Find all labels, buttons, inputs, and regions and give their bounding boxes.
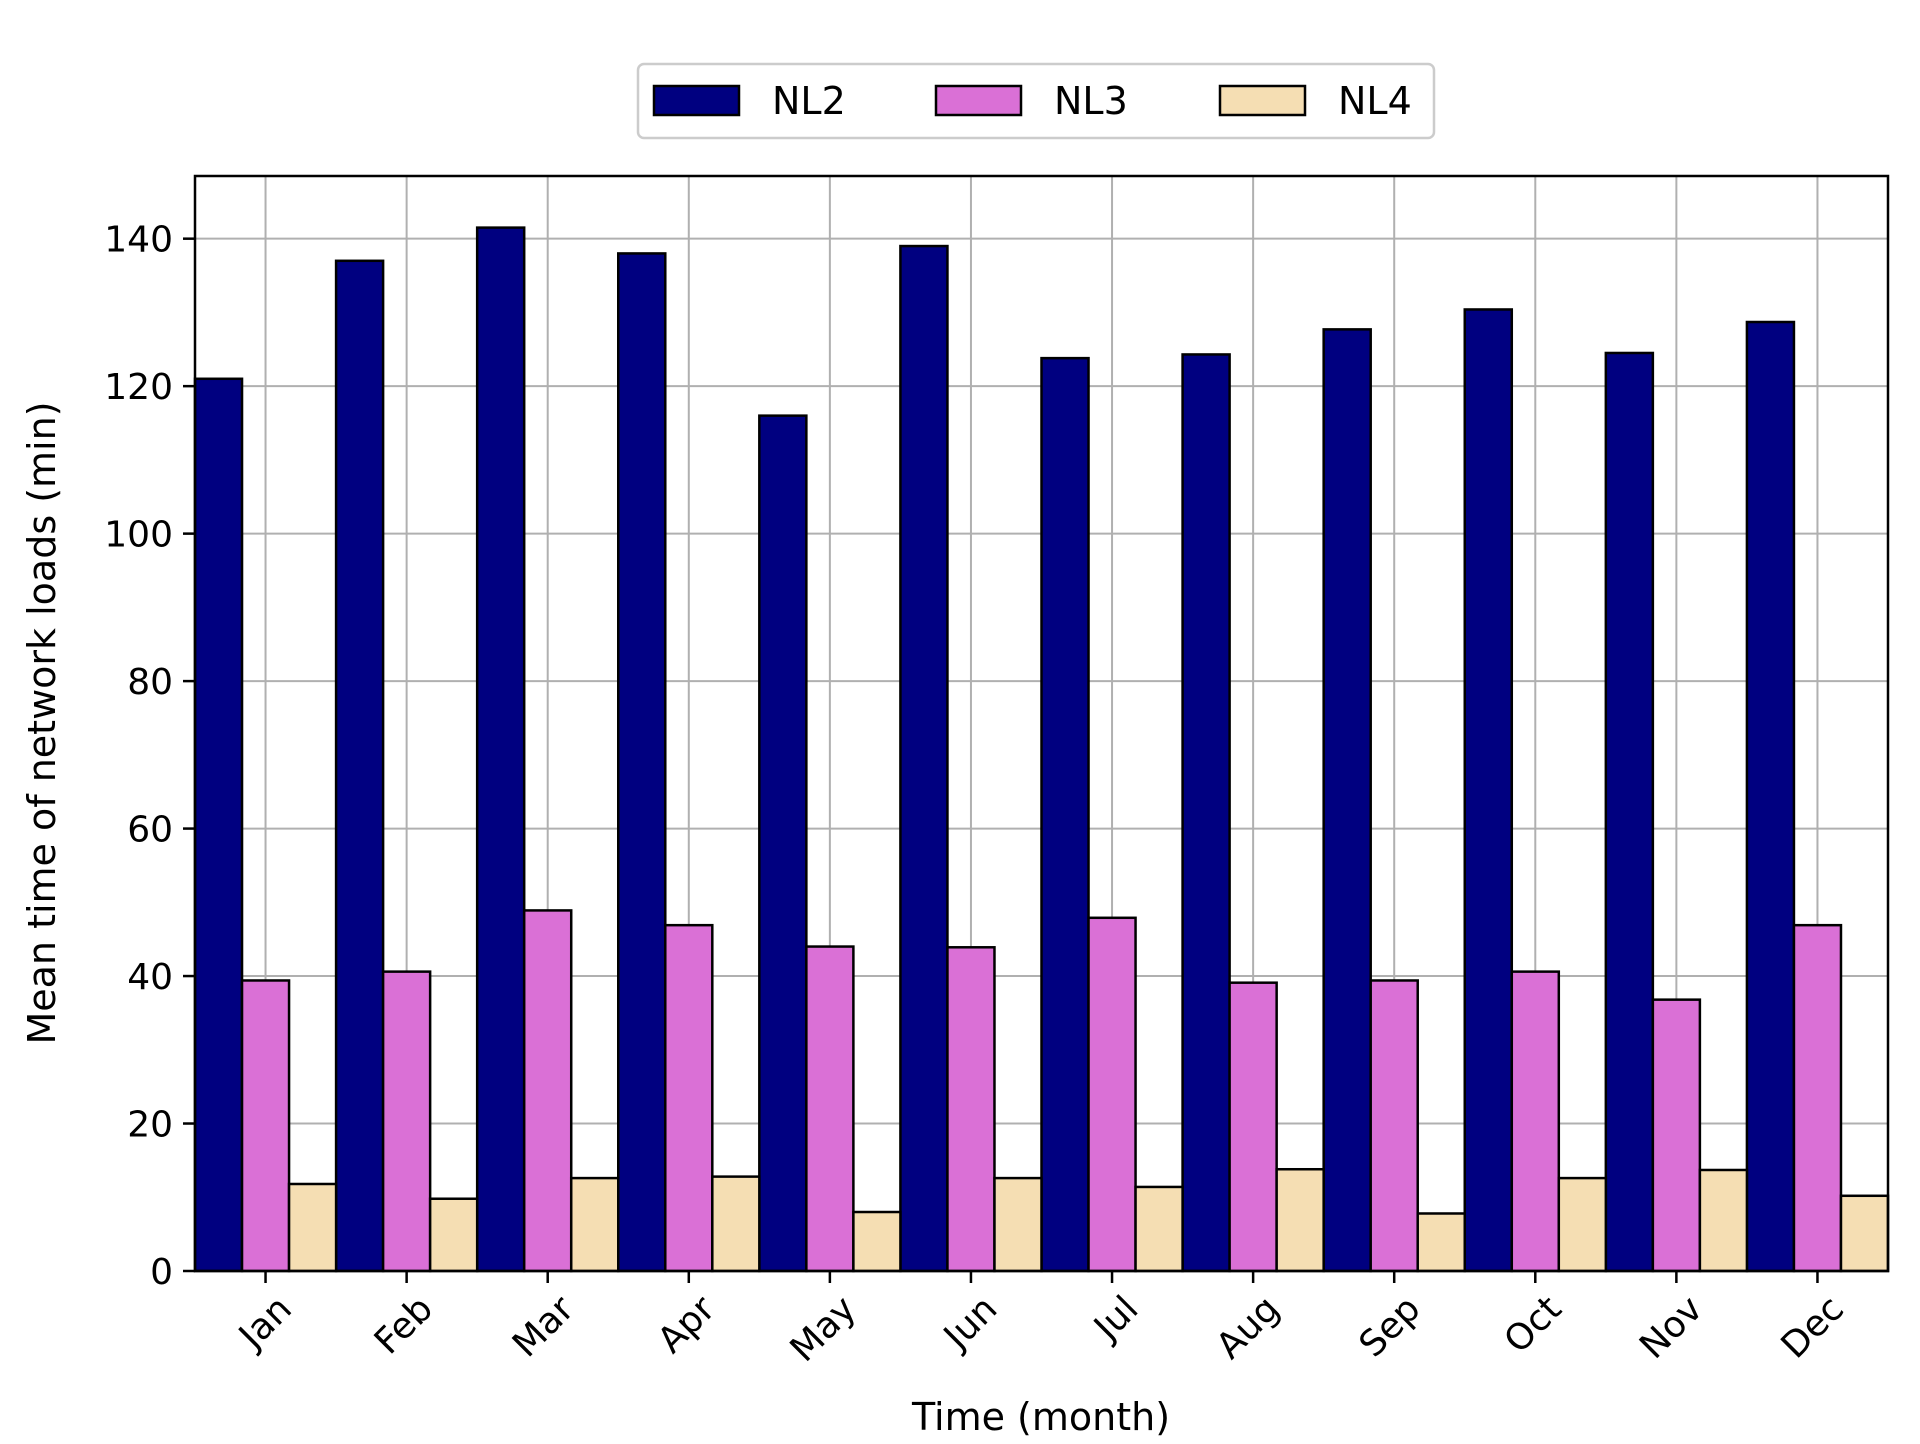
bar-nl3-sep [1369,979,1419,1273]
bar-nl4-dec [1839,1194,1890,1273]
x-tick-label: Jun [935,1288,1005,1358]
bar-nl4-oct [1557,1176,1608,1273]
bar-nl3-jul [1087,916,1137,1273]
bar-nl4-may [852,1210,902,1273]
bar-nl4-jun [993,1176,1043,1273]
legend-swatch-nl3 [934,84,1023,117]
bar-nl4-sep [1416,1212,1466,1273]
y-tick-label: 140 [104,220,173,261]
bar-nl2-feb [334,259,385,1273]
legend: NL2 NL3 NL4 [636,62,1436,140]
bar-nl3-jan [240,979,291,1273]
bar-nl2-may [758,414,808,1273]
bar-nl3-jun [946,946,996,1273]
bar-nl2-apr [617,252,667,1273]
x-tick-label: Jul [1085,1288,1146,1349]
bar-nl3-nov [1651,998,1702,1273]
x-tick-label: Feb [367,1288,441,1362]
axes: 0 20 40 60 80 100 120 140 Jan Feb Mar Apr May Jun Jul A… [104,220,1852,1370]
bar-nl4-jul [1134,1185,1184,1273]
x-tick-label: Jan [230,1288,300,1358]
bar-nl4-nov [1698,1168,1749,1273]
bar-nl2-dec [1745,320,1796,1273]
bar-nl2-aug [1181,353,1231,1273]
bar-nl2-sep [1322,328,1372,1273]
plot-frame [193,174,1890,1273]
x-tick-label: Nov [1632,1288,1711,1367]
y-tick-label: 120 [104,367,173,408]
bar-nl3-feb [381,970,432,1273]
bar-nl3-aug [1228,981,1278,1273]
x-tick-label: Oct [1497,1288,1570,1361]
legend-label-nl2: NL2 [772,79,846,123]
legend-box [636,62,1436,140]
x-tick-label: Sep [1352,1288,1429,1365]
bar-nl4-apr [711,1175,761,1273]
bar-nl3-oct [1510,970,1561,1273]
bar-nl4-feb [428,1197,479,1273]
legend-label-nl4: NL4 [1338,79,1412,123]
bar-nl3-apr [664,923,714,1273]
y-tick-label: 20 [127,1105,173,1146]
x-tick-label: Mar [505,1288,582,1365]
bar-nl2-nov [1604,351,1655,1273]
bar-nl2-jul [1040,356,1090,1273]
bar-nl4-aug [1275,1167,1325,1273]
x-tick-label: Dec [1774,1288,1852,1366]
bar-nl4-mar [569,1176,620,1273]
legend-swatch-nl4 [1218,84,1307,117]
x-tick-label: May [783,1288,865,1370]
y-tick-label: 40 [127,957,173,998]
y-axis-label: Mean time of network loads (min) [20,401,64,1044]
y-tick-label: 80 [127,662,173,703]
bar-nl2-jun [899,244,949,1273]
y-tick-label: 100 [104,515,173,556]
bar-nl3-may [805,945,855,1273]
y-tick-label: 60 [127,810,173,851]
x-tick-label: Aug [1209,1288,1288,1367]
bar-nl3-mar [522,909,573,1273]
bar-nl4-jan [287,1182,338,1273]
bar-nl3-dec [1792,923,1843,1273]
x-axis-label: Time (month) [911,1395,1170,1439]
bar-nl2-jan [193,377,244,1273]
y-tick-label: 0 [150,1252,173,1293]
legend-swatch-nl2 [652,84,741,117]
bar-nl2-oct [1463,308,1514,1273]
legend-label-nl3: NL3 [1054,79,1128,123]
bar-nl2-mar [475,226,526,1273]
bars [193,226,1890,1273]
x-tick-label: Apr [650,1288,723,1361]
